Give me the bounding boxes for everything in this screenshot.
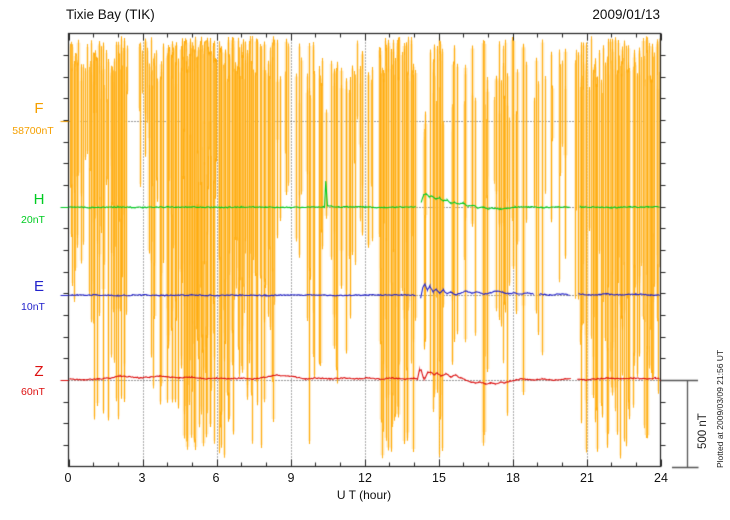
component-label-z: Z	[34, 363, 44, 380]
x-tick-label-12: 12	[358, 471, 372, 485]
component-scale-e: 10nT	[21, 301, 45, 313]
station-title: Tixie Bay (TIK)	[66, 7, 155, 22]
component-label-h: H	[33, 191, 45, 208]
x-tick-label-3: 3	[138, 471, 146, 485]
x-tick-label-6: 6	[212, 471, 220, 485]
x-tick-label-9: 9	[287, 471, 295, 485]
component-scale-f: 58700nT	[12, 125, 54, 137]
component-scale-z: 60nT	[21, 386, 45, 398]
component-label-f: F	[34, 100, 44, 117]
x-tick-label-24: 24	[654, 471, 668, 485]
scale-bar-label: 500 nT	[697, 413, 709, 449]
x-tick-label-18: 18	[506, 471, 520, 485]
x-tick-label-0: 0	[64, 471, 72, 485]
x-axis-label: U T (hour)	[336, 488, 392, 502]
plot-date: 2009/01/13	[592, 7, 660, 22]
component-scale-h: 20nT	[21, 214, 45, 226]
component-label-e: E	[33, 278, 44, 295]
x-tick-label-15: 15	[432, 471, 446, 485]
plotted-at-note: Plotted at 2009/03/09 21:56 UT	[715, 349, 725, 468]
x-tick-label-21: 21	[580, 471, 594, 485]
